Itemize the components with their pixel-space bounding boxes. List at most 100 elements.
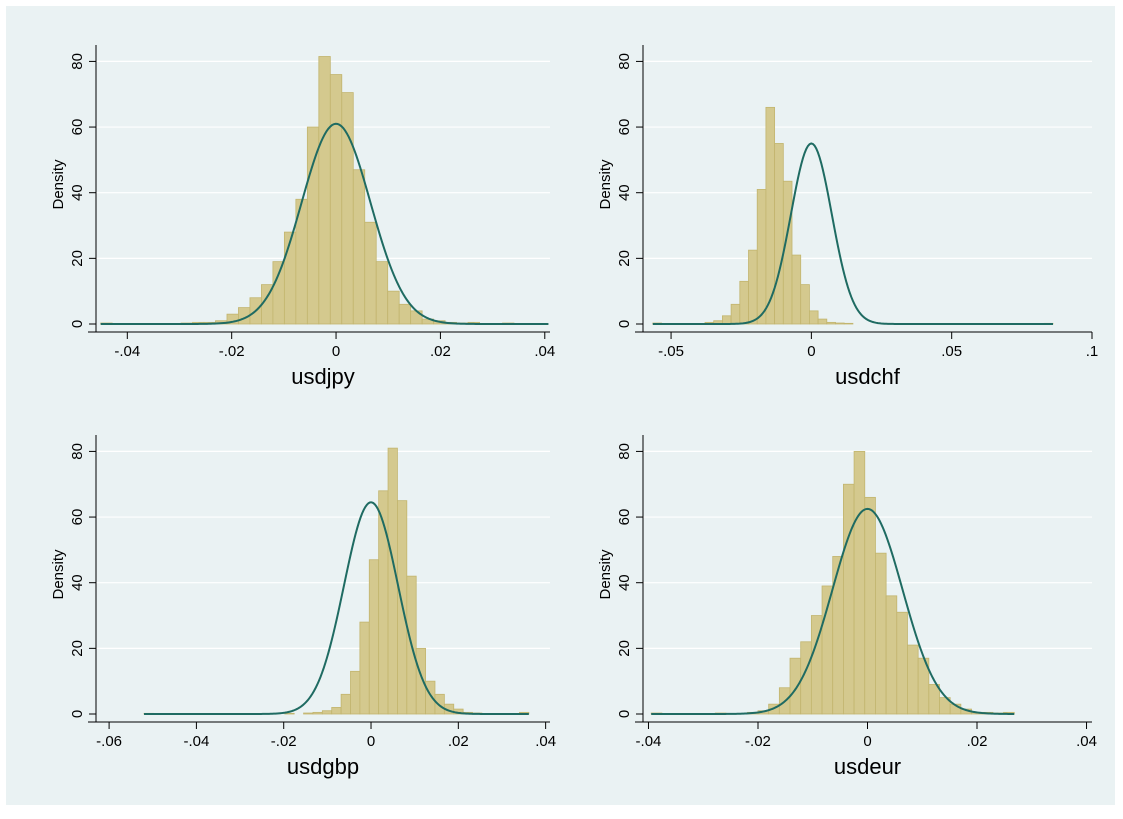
histogram-bar bbox=[730, 303, 741, 325]
chart-panel-2: 0 20 40 60 80 Density -.05 0 .05 .1 usdchf bbox=[597, 45, 1098, 389]
histogram-bar bbox=[817, 318, 828, 325]
x-tick-label: .04 bbox=[535, 733, 556, 750]
x-tick-label: 0 bbox=[863, 733, 871, 750]
x-axis-title: usdgbp bbox=[287, 754, 359, 779]
histogram-bar bbox=[835, 322, 845, 325]
y-tick-label: 0 bbox=[616, 710, 633, 718]
histogram-bar bbox=[782, 180, 793, 325]
x-tick-label: -.04 bbox=[636, 733, 662, 750]
histogram-bar bbox=[387, 447, 398, 715]
histogram-bar bbox=[864, 496, 876, 715]
y-tick-label: 40 bbox=[616, 184, 633, 201]
x-tick-label: .05 bbox=[941, 343, 962, 360]
x-tick-label: 0 bbox=[332, 343, 340, 360]
x-tick-label: .02 bbox=[430, 343, 451, 360]
histogram-bar bbox=[853, 451, 866, 715]
histogram-bar bbox=[364, 221, 377, 325]
y-tick-label: 20 bbox=[616, 640, 633, 657]
y-tick-label: 60 bbox=[616, 119, 633, 136]
histogram-bar bbox=[748, 249, 758, 325]
x-axis-title: usdchf bbox=[835, 364, 901, 389]
histogram-bar bbox=[434, 693, 445, 715]
y-tick-label: 80 bbox=[69, 443, 86, 460]
histogram-bar bbox=[321, 710, 333, 715]
x-tick-label: -.04 bbox=[183, 733, 209, 750]
y-tick-label: 60 bbox=[69, 119, 86, 136]
y-axis-title: Density bbox=[50, 159, 67, 210]
y-tick-label: 60 bbox=[69, 509, 86, 526]
histogram-bar bbox=[350, 670, 361, 715]
x-tick-label: -.06 bbox=[96, 733, 122, 750]
histogram-bar bbox=[885, 595, 898, 715]
histogram-bar bbox=[398, 303, 412, 325]
x-tick-label: .02 bbox=[967, 733, 988, 750]
histogram-bar bbox=[425, 680, 436, 715]
histogram-bar bbox=[722, 315, 732, 325]
y-tick-label: 60 bbox=[616, 509, 633, 526]
y-axis-title: Density bbox=[597, 549, 614, 600]
x-tick-label: -.05 bbox=[658, 343, 684, 360]
x-tick-label: -.02 bbox=[745, 733, 771, 750]
histogram-bar bbox=[375, 261, 389, 325]
histogram-bar bbox=[312, 711, 323, 715]
chart-panel-3: 0 20 40 60 80 Density -.06 -.04 -.02 0 .02 .04 usdgb… bbox=[50, 435, 556, 779]
y-tick-label: 40 bbox=[69, 184, 86, 201]
normal-density-curve bbox=[651, 507, 1015, 715]
histogram-bar bbox=[368, 559, 380, 715]
histogram-bar bbox=[359, 621, 370, 715]
histogram-bar bbox=[843, 483, 855, 715]
y-tick-label: 80 bbox=[69, 53, 86, 70]
histogram-bar bbox=[331, 707, 342, 715]
y-tick-label: 0 bbox=[616, 320, 633, 328]
y-tick-label: 80 bbox=[616, 53, 633, 70]
x-tick-label: .1 bbox=[1086, 343, 1099, 360]
histogram-bar bbox=[303, 712, 314, 715]
histogram-bar bbox=[896, 611, 908, 715]
normal-density-curve bbox=[100, 122, 549, 325]
x-tick-label: 0 bbox=[367, 733, 375, 750]
y-tick-label: 80 bbox=[616, 443, 633, 460]
histogram-bar bbox=[774, 143, 784, 325]
plot-region bbox=[643, 45, 1092, 324]
y-tick-label: 0 bbox=[69, 320, 86, 328]
normal-density-curve bbox=[652, 142, 1053, 325]
histogram-bar bbox=[756, 189, 767, 325]
histogram-bar bbox=[329, 74, 343, 325]
histogram-bar bbox=[306, 126, 320, 325]
x-axis-title: usdjpy bbox=[291, 364, 355, 389]
histogram-bar bbox=[318, 56, 331, 325]
chart-panel-4: 0 20 40 60 80 Density -.04 -.02 0 .02 .04 usdeur bbox=[597, 435, 1097, 779]
x-tick-label: -.02 bbox=[219, 343, 245, 360]
x-tick-label: .04 bbox=[1076, 733, 1097, 750]
y-tick-label: 0 bbox=[69, 710, 86, 718]
histogram-bar bbox=[789, 657, 802, 715]
x-axis-title: usdeur bbox=[834, 754, 901, 779]
y-tick-label: 20 bbox=[616, 250, 633, 267]
histogram-bar bbox=[875, 552, 887, 715]
histogram-bar bbox=[739, 280, 749, 325]
histogram-bar bbox=[800, 284, 810, 325]
histogram-bar bbox=[791, 254, 802, 325]
y-axis-title: Density bbox=[50, 549, 67, 600]
histogram-bar bbox=[272, 261, 285, 325]
x-tick-label: -.02 bbox=[271, 733, 297, 750]
y-axis-title: Density bbox=[597, 159, 614, 210]
y-tick-label: 20 bbox=[69, 640, 86, 657]
histogram-bar bbox=[387, 290, 400, 325]
y-tick-label: 40 bbox=[69, 574, 86, 591]
histogram-bar bbox=[843, 322, 854, 325]
x-tick-label: .02 bbox=[448, 733, 469, 750]
x-tick-label: 0 bbox=[807, 343, 815, 360]
x-tick-label: -.04 bbox=[114, 343, 140, 360]
histogram-bar bbox=[283, 231, 297, 325]
histogram-bar bbox=[809, 310, 819, 325]
chart-panel-1: 0 20 40 60 80 Density -.04 -.02 0 .02 .04 usdjpy bbox=[50, 45, 555, 389]
normal-density-curve bbox=[144, 501, 529, 715]
y-tick-label: 20 bbox=[69, 250, 86, 267]
histogram-bar bbox=[907, 644, 919, 715]
y-tick-label: 40 bbox=[616, 574, 633, 591]
histogram-bar bbox=[928, 684, 940, 715]
histogram-bar bbox=[826, 321, 836, 325]
x-tick-label: .04 bbox=[534, 343, 555, 360]
